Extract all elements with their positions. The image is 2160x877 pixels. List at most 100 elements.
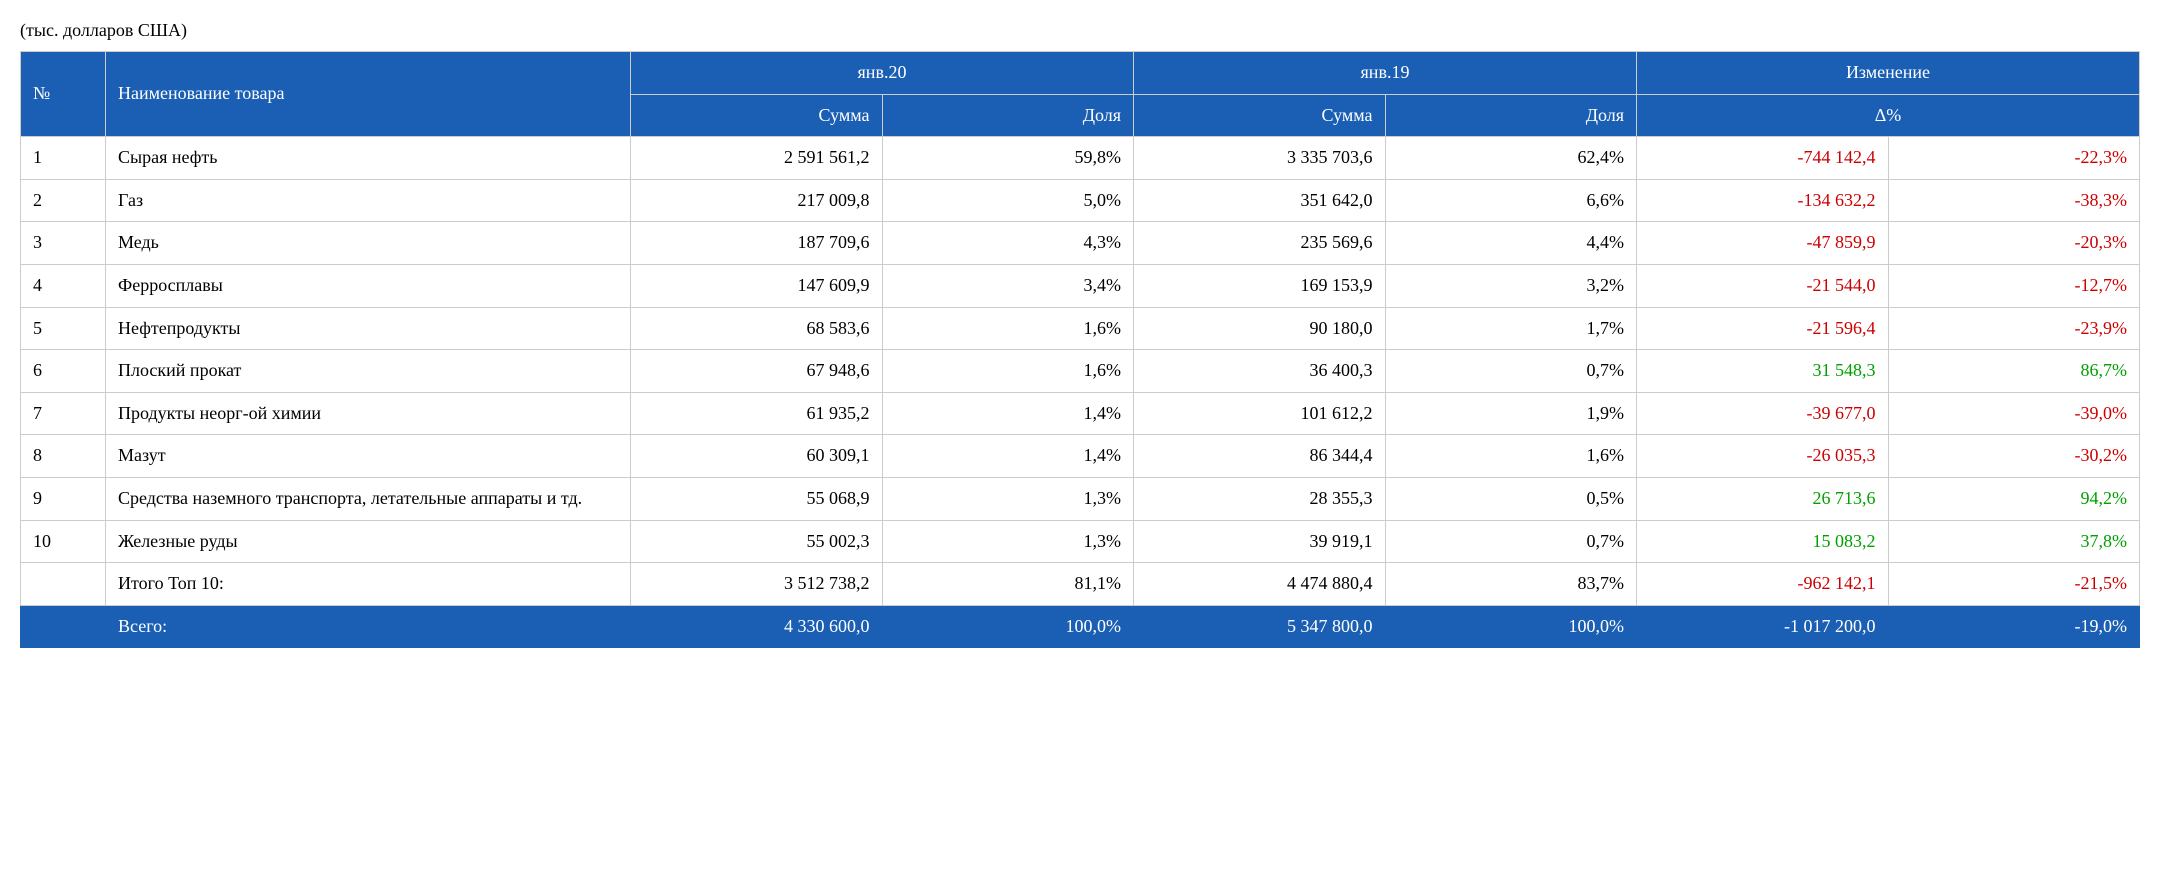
cell-7-5: 101 612,2	[1133, 391, 1386, 436]
cell-8-1: 8	[20, 434, 106, 478]
total-top10-cell-4: 81,1%	[881, 562, 1134, 606]
data-row-2: 2 Газ 217 009,8 5,0% 351 642,0 6,6% -134 632,2…	[20, 178, 2140, 223]
cell-5-7: -21 596,4	[1636, 306, 1889, 351]
total-all-cell-5: 5 347 800,0	[1133, 604, 1386, 649]
cell-3-6: 4,4%	[1384, 221, 1637, 265]
cell-4-4: 3,4%	[881, 263, 1134, 308]
cell-2-1: 2	[20, 178, 106, 223]
cell-9-6: 0,5%	[1384, 476, 1637, 521]
total-top10-cell-8: -21,5%	[1887, 562, 2140, 606]
cell-9-3: 55 068,9	[630, 476, 883, 521]
header-cell-2-4: Доля	[1384, 93, 1637, 138]
data-row-6: 6 Плоский прокат 67 948,6 1,6% 36 400,3 0,7% 3…	[20, 349, 2140, 393]
table-subtitle: (тыс. долларов США)	[20, 20, 187, 40]
cell-10-2: Железные руды	[105, 519, 631, 564]
cell-9-5: 28 355,3	[1133, 476, 1386, 521]
data-row-3: 3 Медь 187 709,6 4,3% 235 569,6 4,4% -47 859,9…	[20, 221, 2140, 265]
cell-10-3: 55 002,3	[630, 519, 883, 564]
cell-3-3: 187 709,6	[630, 221, 883, 265]
cell-7-3: 61 935,2	[630, 391, 883, 436]
data-row-9: 9 Средства наземного транспорта, летатель…	[20, 476, 2140, 521]
cell-6-6: 0,7%	[1384, 349, 1637, 393]
total-top10-cell-6: 83,7%	[1384, 562, 1637, 606]
cell-1-8: -22,3%	[1887, 136, 2140, 180]
cell-7-6: 1,9%	[1384, 391, 1637, 436]
cell-9-1: 9	[20, 476, 106, 521]
cell-3-4: 4,3%	[881, 221, 1134, 265]
header-row-2: Сумма Доля Сумма Доля Δ%	[21, 93, 2140, 138]
cell-8-8: -30,2%	[1887, 434, 2140, 478]
cell-6-5: 36 400,3	[1133, 349, 1386, 393]
header-cell-2-2: Доля	[881, 93, 1134, 138]
cell-3-8: -20,3%	[1887, 221, 2140, 265]
cell-6-4: 1,6%	[881, 349, 1134, 393]
data-row-7: 7 Продукты неорг-ой химии 61 935,2 1,4% 101 …	[20, 391, 2140, 436]
cell-6-7: 31 548,3	[1636, 349, 1889, 393]
cell-8-7: -26 035,3	[1636, 434, 1889, 478]
cell-7-2: Продукты неорг-ой химии	[105, 391, 631, 436]
cell-9-4: 1,3%	[881, 476, 1134, 521]
container: (тыс. долларов США) № Наименование товара…	[20, 20, 2140, 649]
total-top10-row: Итого Топ 10: 3 512 738,2 81,1% 4 474 880,4…	[20, 562, 2140, 606]
header-cell-2-5: Δ%	[1636, 93, 2140, 138]
header-cell-2-1: Сумма	[630, 93, 883, 138]
header-cell-1-2: Наименование товара	[105, 50, 631, 138]
header-cell-1-1: №	[20, 50, 106, 138]
cell-4-1: 4	[20, 263, 106, 308]
cell-5-6: 1,7%	[1384, 306, 1637, 351]
data-table: № Наименование товара янв.20 янв.19 Изменени…	[20, 50, 2140, 649]
header-cell-2-3: Сумма	[1133, 93, 1386, 138]
cell-2-5: 351 642,0	[1133, 178, 1386, 223]
cell-8-3: 60 309,1	[630, 434, 883, 478]
cell-9-7: 26 713,6	[1636, 476, 1889, 521]
cell-10-7: 15 083,2	[1636, 519, 1889, 564]
cell-4-7: -21 544,0	[1636, 263, 1889, 308]
cell-5-8: -23,9%	[1887, 306, 2140, 351]
cell-5-2: Нефтепродукты	[105, 306, 631, 351]
cell-2-7: -134 632,2	[1636, 178, 1889, 223]
cell-6-3: 67 948,6	[630, 349, 883, 393]
cell-1-3: 2 591 561,2	[630, 136, 883, 180]
cell-3-7: -47 859,9	[1636, 221, 1889, 265]
total-all-cell-8: -19,0%	[1887, 604, 2140, 649]
data-row-4: 4 Ферросплавы 147 609,9 3,4% 169 153,9 3,2% -2…	[20, 263, 2140, 308]
cell-10-6: 0,7%	[1384, 519, 1637, 564]
cell-8-2: Мазут	[105, 434, 631, 478]
cell-3-5: 235 569,6	[1133, 221, 1386, 265]
cell-10-1: 10	[20, 519, 106, 564]
cell-9-8: 94,2%	[1887, 476, 2140, 521]
cell-7-4: 1,4%	[881, 391, 1134, 436]
cell-8-5: 86 344,4	[1133, 434, 1386, 478]
cell-1-4: 59,8%	[881, 136, 1134, 180]
cell-2-6: 6,6%	[1384, 178, 1637, 223]
total-all-cell-1	[20, 604, 106, 649]
total-top10-cell-2: Итого Топ 10:	[105, 562, 631, 606]
total-top10-cell-1	[20, 562, 106, 606]
cell-5-1: 5	[20, 306, 106, 351]
cell-2-4: 5,0%	[881, 178, 1134, 223]
cell-10-8: 37,8%	[1887, 519, 2140, 564]
total-all-cell-3: 4 330 600,0	[630, 604, 883, 649]
data-row-5: 5 Нефтепродукты 68 583,6 1,6% 90 180,0 1,7% -2…	[20, 306, 2140, 351]
cell-1-5: 3 335 703,6	[1133, 136, 1386, 180]
cell-4-8: -12,7%	[1887, 263, 2140, 308]
total-all-row: Всего: 4 330 600,0 100,0% 5 347 800,0 100,0%…	[20, 604, 2140, 649]
total-top10-cell-5: 4 474 880,4	[1133, 562, 1386, 606]
total-top10-cell-7: -962 142,1	[1636, 562, 1889, 606]
cell-7-1: 7	[20, 391, 106, 436]
data-row-8: 8 Мазут 60 309,1 1,4% 86 344,4 1,6% -26 035,3-…	[20, 434, 2140, 478]
cell-6-1: 6	[20, 349, 106, 393]
data-row-10: 10 Железные руды 55 002,3 1,3% 39 919,1 0,7% 1…	[20, 519, 2140, 564]
cell-4-5: 169 153,9	[1133, 263, 1386, 308]
header-cell-1-5: Изменение	[1636, 51, 2140, 95]
cell-4-2: Ферросплавы	[105, 263, 631, 308]
total-all-cell-6: 100,0%	[1384, 604, 1637, 649]
cell-4-3: 147 609,9	[630, 263, 883, 308]
cell-7-8: -39,0%	[1887, 391, 2140, 436]
cell-5-4: 1,6%	[881, 306, 1134, 351]
cell-1-2: Сырая нефть	[105, 136, 631, 180]
cell-1-1: 1	[20, 136, 106, 180]
data-row-1: 1 Сырая нефть 2 591 561,2 59,8% 3 335 703,6 6…	[20, 136, 2140, 180]
cell-8-4: 1,4%	[881, 434, 1134, 478]
cell-1-6: 62,4%	[1384, 136, 1637, 180]
